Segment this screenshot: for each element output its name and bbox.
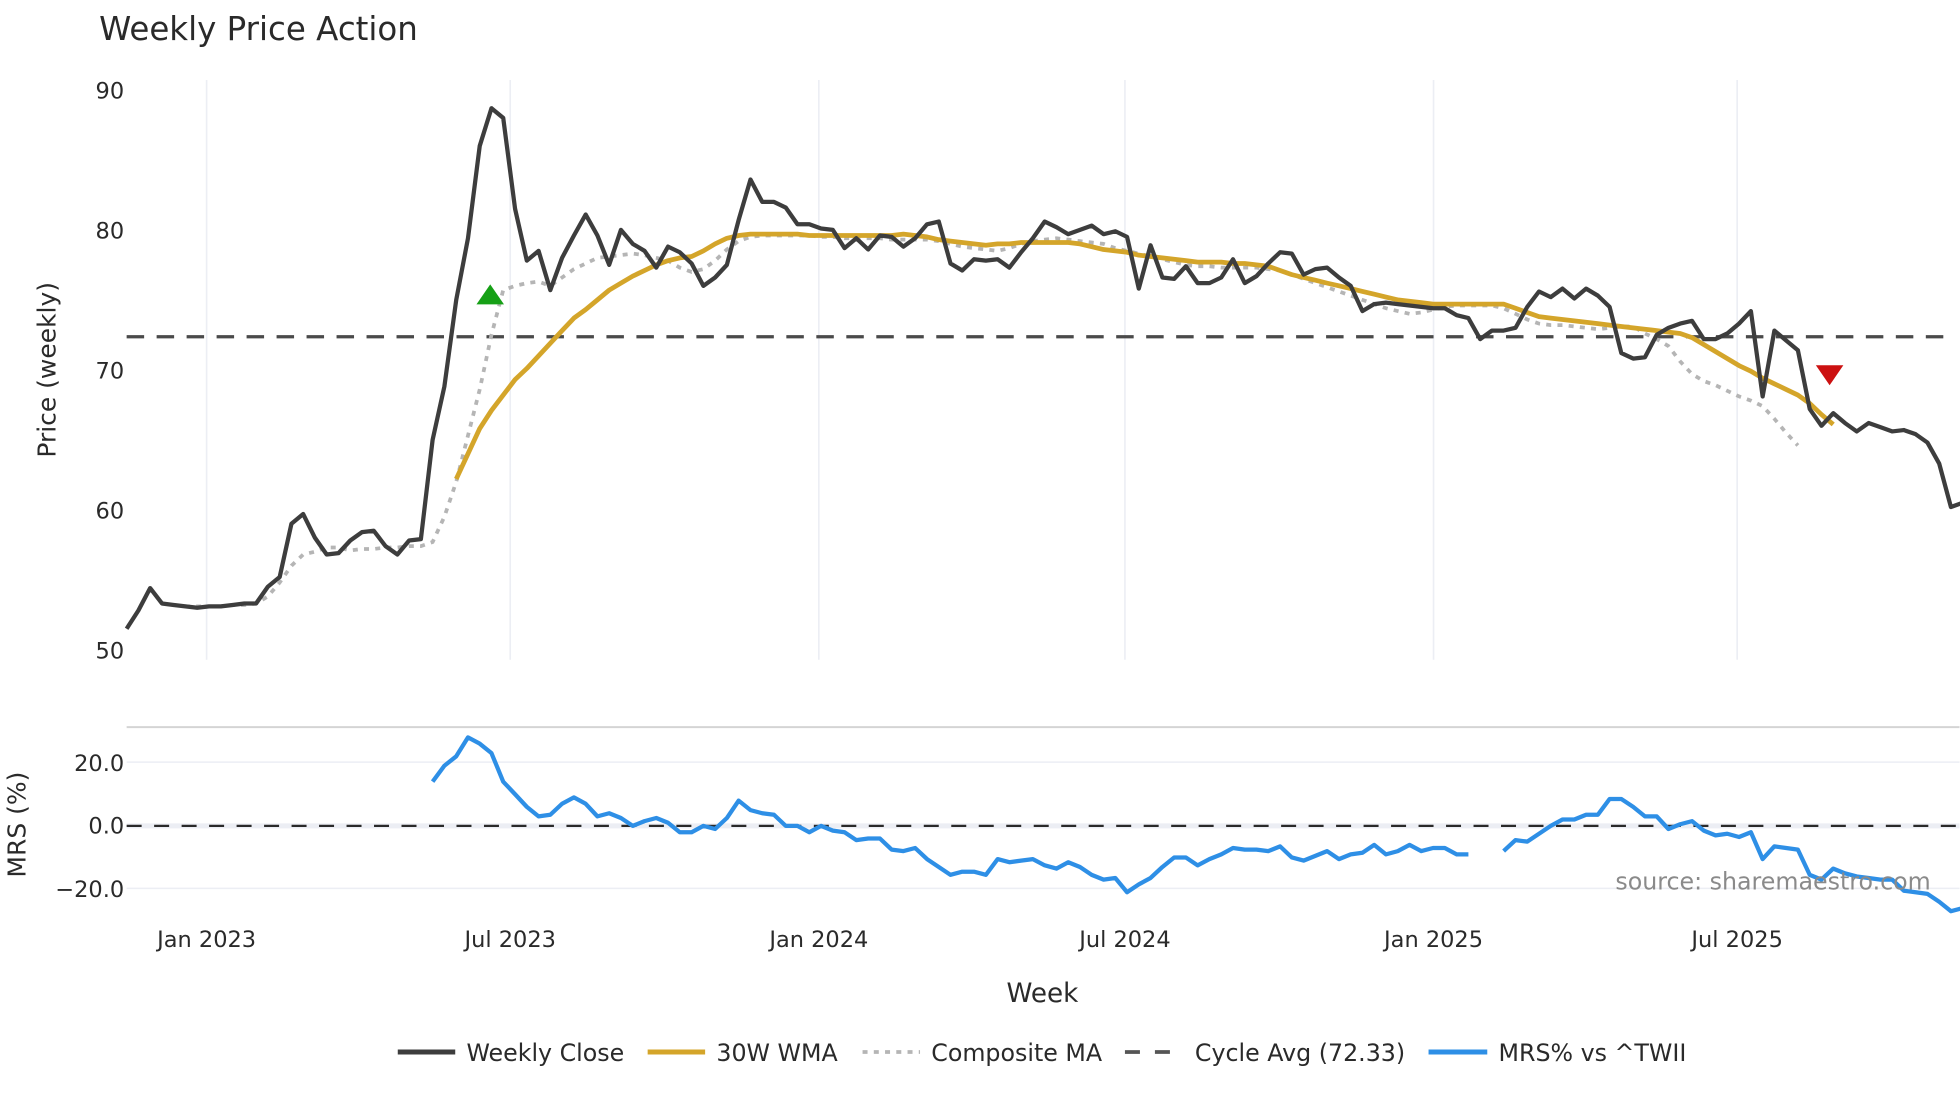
legend-item-30w-wma[interactable]: 30W WMA	[647, 1039, 839, 1067]
x-tick-jul-2024: Jul 2024	[1077, 927, 1170, 953]
source-watermark: source: sharemaestro.com	[1615, 868, 1930, 896]
price-y-axis-label: Price (weekly)	[32, 282, 61, 458]
weekly-close-line	[124, 106, 1960, 630]
x-axis-label: Week	[1007, 979, 1080, 1009]
mrs-tick-0: 0.0	[88, 813, 124, 839]
legend: Weekly Close 30W WMA Composite MA Cycle …	[397, 1039, 1687, 1067]
price-y-ticks: 90 80 70 60 50	[96, 79, 125, 665]
legend-label: 30W WMA	[716, 1039, 838, 1067]
buy-signal-triangle-icon	[476, 284, 504, 305]
mrs-y-axis-label: MRS (%)	[2, 772, 31, 878]
legend-label: Composite MA	[931, 1039, 1103, 1067]
vertical-gridlines	[205, 79, 1738, 660]
chart-title: Weekly Price Action	[99, 10, 418, 48]
y-tick-90: 90	[96, 79, 125, 105]
y-tick-70: 70	[96, 359, 125, 385]
x-axis-ticks: Jan 2023 Jul 2023 Jan 2024 Jul 2024 Jan …	[155, 927, 1783, 953]
y-tick-80: 80	[96, 219, 125, 245]
mrs-tick-minus20: −20.0	[55, 877, 124, 903]
x-tick-jul-2025: Jul 2025	[1689, 927, 1782, 953]
x-tick-jan-2023: Jan 2023	[155, 927, 256, 953]
x-tick-jan-2024: Jan 2024	[767, 927, 868, 953]
x-tick-jul-2023: Jul 2023	[462, 927, 555, 953]
legend-item-weekly-close[interactable]: Weekly Close	[397, 1039, 624, 1067]
legend-label: Cycle Avg (72.33)	[1195, 1039, 1405, 1067]
y-tick-50: 50	[96, 638, 125, 664]
mrs-y-ticks: 20.0 0.0 −20.0	[55, 751, 124, 903]
legend-item-mrs[interactable]: MRS% vs ^TWII	[1428, 1039, 1687, 1067]
mrs-line	[430, 735, 1469, 895]
mrs-line	[1502, 796, 1960, 914]
x-tick-jan-2025: Jan 2025	[1382, 927, 1483, 953]
legend-label: MRS% vs ^TWII	[1499, 1039, 1687, 1067]
mrs-tick-20: 20.0	[74, 751, 124, 777]
composite-ma-line	[173, 233, 1800, 609]
legend-item-composite-ma[interactable]: Composite MA	[862, 1039, 1103, 1067]
legend-label: Weekly Close	[466, 1039, 624, 1067]
y-tick-60: 60	[96, 499, 125, 525]
sell-signal-triangle-icon	[1815, 365, 1844, 386]
legend-item-cycle-avg[interactable]: Cycle Avg (72.33)	[1124, 1039, 1405, 1067]
